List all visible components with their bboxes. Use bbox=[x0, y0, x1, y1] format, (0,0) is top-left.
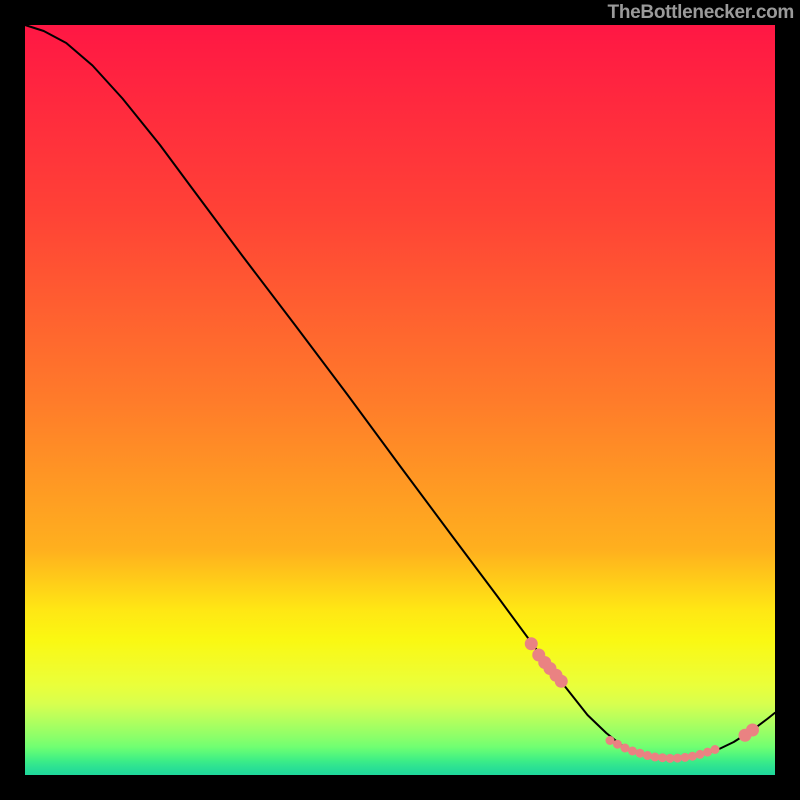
data-marker bbox=[711, 745, 720, 754]
data-marker bbox=[643, 751, 652, 760]
data-marker bbox=[746, 724, 759, 737]
chart-overlay bbox=[0, 0, 800, 800]
data-marker bbox=[555, 675, 568, 688]
data-marker bbox=[525, 637, 538, 650]
bottleneck-curve bbox=[25, 25, 775, 759]
chart-frame: TheBottlenecker.com bbox=[0, 0, 800, 800]
data-marker bbox=[688, 752, 697, 761]
